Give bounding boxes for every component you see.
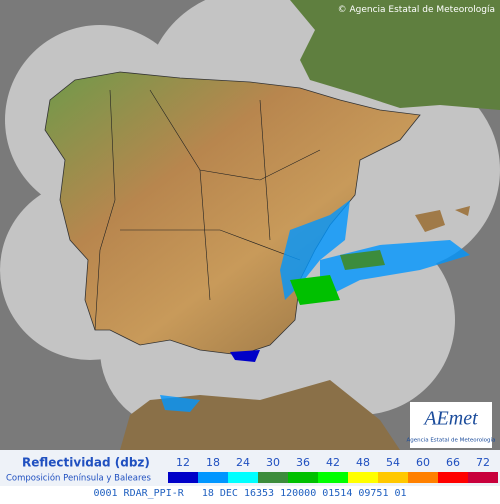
scale-swatch bbox=[468, 472, 498, 483]
scale-label: 24 bbox=[236, 456, 250, 469]
scale-label: 36 bbox=[296, 456, 310, 469]
scale-label: 30 bbox=[266, 456, 280, 469]
scale-swatch bbox=[288, 472, 318, 483]
africa bbox=[120, 380, 400, 450]
scale-label: 66 bbox=[446, 456, 460, 469]
scale-swatch bbox=[438, 472, 468, 483]
logo-subtitle: Agencia Estatal de Meteorología bbox=[407, 437, 496, 444]
balearic-islands bbox=[415, 206, 470, 232]
logo-box bbox=[410, 402, 492, 448]
logo: AEmet bbox=[422, 408, 478, 430]
scale-swatch bbox=[348, 472, 378, 483]
iberian-peninsula bbox=[44, 71, 421, 356]
borders bbox=[94, 89, 321, 331]
copyright-icon: © bbox=[338, 5, 350, 15]
legend-title: Reflectividad (dbz) bbox=[22, 456, 150, 470]
scale-swatch bbox=[168, 472, 198, 483]
attribution-text: Agencia Estatal de Meteorología bbox=[350, 5, 496, 15]
scale-label: 42 bbox=[326, 456, 340, 469]
scale-label: 60 bbox=[416, 456, 430, 469]
attribution: © Agencia Estatal de Meteorología bbox=[338, 5, 495, 15]
scale-swatch bbox=[228, 472, 258, 483]
scale-label: 48 bbox=[356, 456, 370, 469]
scale-swatch bbox=[408, 472, 438, 483]
scale-swatch bbox=[378, 472, 408, 483]
scale-label: 72 bbox=[476, 456, 490, 469]
scale-swatch bbox=[258, 472, 288, 483]
france bbox=[290, 0, 500, 110]
scale-label: 54 bbox=[386, 456, 400, 469]
map: © Agencia Estatal de Meteorología AEmet … bbox=[0, 0, 500, 450]
legend-subtitle: Composición Península y Baleares bbox=[6, 473, 152, 484]
scale-swatch bbox=[318, 472, 348, 483]
scale-label: 18 bbox=[206, 456, 220, 469]
color-scale: 12 18 24 30 36 42 48 54 60 66 72 bbox=[168, 456, 498, 483]
radar-echoes bbox=[160, 200, 470, 412]
scale-swatch bbox=[198, 472, 228, 483]
footer: 0001 RDAR_PPI-R 18 DEC 16353 120000 0151… bbox=[93, 488, 406, 499]
scale-label: 12 bbox=[176, 456, 190, 469]
